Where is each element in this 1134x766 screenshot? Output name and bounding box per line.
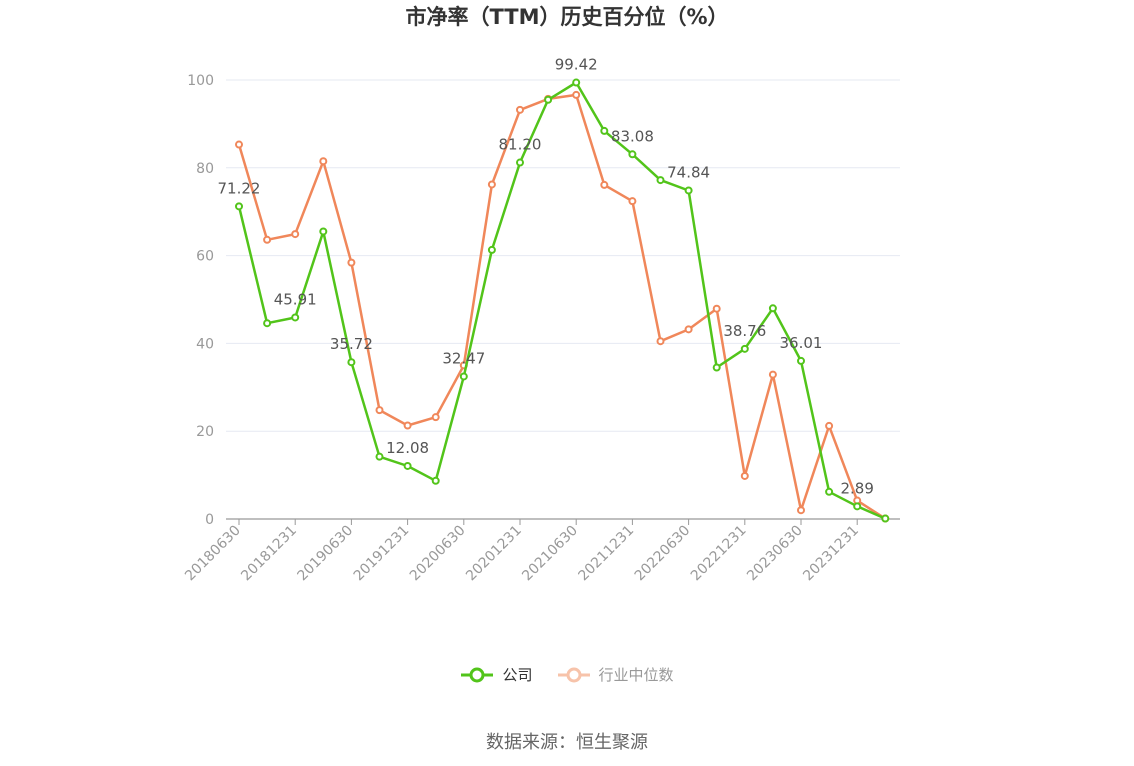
data-point: [431, 476, 440, 485]
data-point: [797, 506, 805, 515]
data-point: [684, 186, 693, 195]
data-point: [825, 487, 834, 496]
legend-industry-label: 行业中位数: [598, 666, 674, 684]
data-point: [712, 304, 721, 313]
chart-title: 市净率（TTM）历史百分位（%）: [405, 5, 728, 29]
y-tick-label: 80: [196, 161, 214, 177]
data-point: [403, 461, 412, 470]
y-tick-label: 20: [196, 424, 214, 440]
data-label: 32.47: [442, 349, 485, 367]
x-tick-label: 20211231: [576, 523, 638, 585]
data-point: [656, 176, 665, 185]
data-point: [712, 363, 721, 372]
data-point: [628, 150, 637, 159]
data-point: [825, 421, 834, 430]
x-tick-label: 20210630: [519, 523, 581, 585]
data-point: [291, 230, 300, 239]
data-point: [881, 514, 890, 523]
x-tick-label: 20181231: [238, 523, 300, 585]
data-point: [684, 325, 693, 334]
data-source: 数据来源：恒生聚源: [486, 732, 648, 753]
data-point: [403, 421, 412, 430]
x-tick-label: 20200630: [407, 523, 469, 585]
data-label: 12.08: [386, 439, 429, 457]
series-line-0: [237, 81, 886, 520]
data-label: 36.01: [780, 334, 823, 352]
x-tick-label: 20180630: [182, 523, 244, 585]
data-point: [235, 202, 243, 211]
data-point: [235, 140, 243, 149]
data-point: [572, 90, 581, 99]
data-point: [347, 258, 356, 267]
y-tick-label: 60: [196, 249, 214, 265]
legend-industry-marker: [557, 667, 590, 682]
data-label: 99.42: [555, 56, 598, 74]
series-lines: [235, 78, 890, 523]
data-labels: 71.22 45.91 35.72 12.08 32.47 81.20 99.42 83.08…: [218, 56, 874, 498]
y-tick-label: 0: [205, 512, 214, 528]
data-point: [375, 452, 384, 461]
data-point: [516, 158, 524, 167]
data-point: [487, 245, 496, 254]
data-point: [459, 372, 468, 381]
data-point: [319, 157, 328, 166]
data-point: [291, 313, 300, 322]
legend-company-marker: [461, 667, 494, 682]
data-label: 83.08: [611, 127, 654, 145]
data-label: 35.72: [330, 335, 373, 353]
y-tick-label: 40: [196, 336, 214, 352]
data-point: [600, 180, 609, 189]
legend-company-label: 公司: [502, 666, 533, 684]
data-point: [375, 406, 384, 415]
data-point: [347, 358, 356, 367]
data-point: [853, 502, 862, 511]
x-tick-label: 20190630: [295, 523, 357, 585]
data-point: [263, 235, 272, 244]
y-tick-label: 100: [187, 73, 214, 89]
data-point: [797, 356, 805, 365]
grid-lines: [226, 79, 900, 432]
data-point: [263, 319, 272, 328]
series-line-1: [237, 93, 886, 520]
data-point: [768, 370, 777, 379]
data-point: [431, 413, 440, 422]
data-point: [572, 78, 581, 87]
data-point: [516, 105, 524, 114]
data-point: [740, 471, 749, 480]
data-label: 38.76: [723, 322, 766, 340]
x-tick-label: 20220630: [632, 523, 694, 585]
data-point: [319, 227, 328, 236]
data-point: [768, 304, 777, 313]
data-label: 45.91: [274, 290, 317, 308]
data-label: 74.84: [667, 163, 710, 181]
x-tick-label: 20201231: [463, 523, 525, 585]
data-point: [600, 126, 609, 135]
data-label: 71.22: [218, 179, 261, 197]
x-tick-label: 20230630: [744, 523, 806, 585]
x-tick-label: 20191231: [351, 523, 413, 585]
x-tick-label: 20231231: [800, 523, 862, 585]
data-point: [544, 95, 553, 104]
data-point: [487, 180, 496, 189]
legend-item-industry-median[interactable]: 行业中位数: [557, 664, 674, 685]
legend-item-company[interactable]: 公司: [460, 664, 533, 685]
data-label: 2.89: [840, 479, 873, 497]
data-label: 81.20: [499, 136, 542, 154]
legend: 公司 行业中位数: [0, 664, 1134, 685]
x-tick-label: 20221231: [688, 523, 750, 585]
data-point: [740, 344, 749, 353]
data-point: [656, 337, 665, 346]
data-point: [628, 197, 637, 206]
